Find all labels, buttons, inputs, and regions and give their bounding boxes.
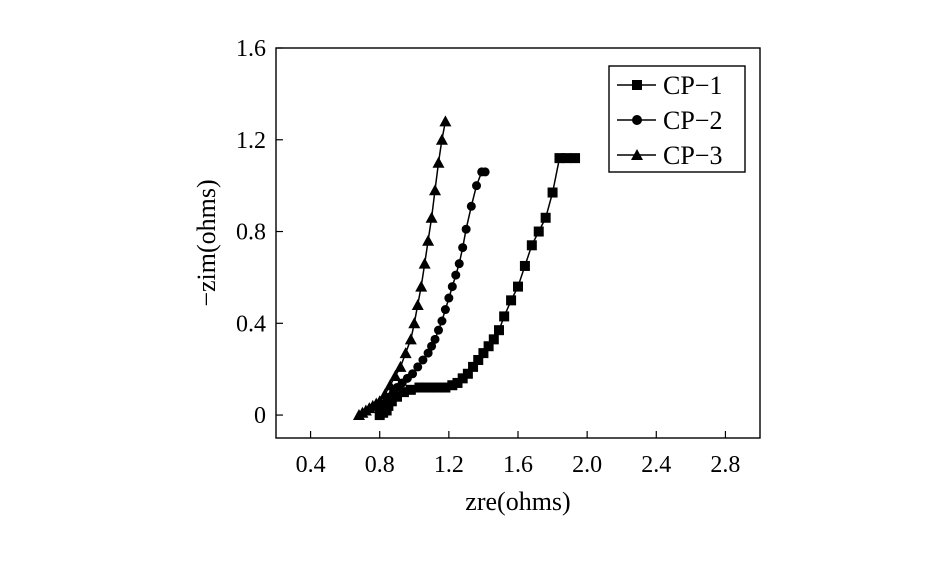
data-point-square (506, 295, 517, 306)
data-point-circle (440, 305, 450, 315)
data-point-square (483, 341, 494, 352)
y-tick-label: 0.4 (236, 311, 266, 337)
data-point-square (386, 396, 397, 407)
data-point-triangle (418, 257, 431, 269)
series-layer (352, 115, 581, 421)
data-point-square (561, 153, 572, 164)
legend-marker-cp1 (632, 80, 642, 90)
data-point-square (457, 373, 468, 384)
data-point-triangle (425, 211, 438, 223)
data-point-circle (447, 282, 457, 292)
data-point-square (513, 281, 523, 292)
data-point-square (478, 348, 489, 359)
data-point-circle (454, 259, 464, 269)
data-point-triangle (404, 333, 417, 345)
y-tick-label: 0 (254, 403, 266, 429)
data-point-square (447, 380, 458, 391)
legend-marker-cp2 (632, 115, 642, 125)
y-tick-label: 1.2 (236, 128, 266, 154)
data-point-square (570, 153, 581, 164)
data-point-circle (408, 369, 418, 379)
data-point-triangle (394, 360, 407, 372)
data-point-circle (472, 181, 482, 191)
data-point-circle (451, 270, 461, 280)
data-point-triangle (415, 280, 428, 292)
data-point-square (392, 391, 402, 402)
data-point-circle (480, 167, 490, 177)
data-point-circle (413, 362, 423, 372)
x-axis-ticks: 0.4 0.8 1.2 1.6 2.0 2.4 2.8 (296, 431, 740, 478)
x-axis-title: zre(ohms) (465, 487, 570, 516)
data-point-triangle (422, 234, 435, 246)
data-point-square (554, 153, 565, 164)
legend-label-cp2: CP−2 (663, 106, 722, 135)
y-tick-label: 1.6 (236, 36, 266, 62)
data-point-circle (437, 316, 447, 326)
data-point-square (405, 384, 416, 395)
data-point-triangle (389, 370, 402, 382)
x-tick-label: 1.2 (434, 452, 464, 478)
data-point-triangle (384, 379, 397, 391)
series-cp3 (352, 115, 452, 421)
x-tick-label: 0.8 (365, 452, 395, 478)
data-point-triangle (408, 317, 421, 329)
data-point-circle (430, 334, 440, 344)
x-tick-label: 2.4 (641, 452, 671, 478)
x-tick-label: 0.4 (296, 452, 326, 478)
data-point-circle (466, 201, 476, 211)
data-point-triangle (435, 133, 448, 145)
data-point-square (468, 361, 479, 372)
data-point-circle (433, 325, 443, 335)
data-point-square (547, 187, 558, 198)
y-axis-ticks: 0 0.4 0.8 1.2 1.6 (236, 36, 283, 429)
data-point-square (526, 240, 537, 251)
data-point-circle (418, 355, 428, 365)
data-point-square (452, 377, 463, 388)
data-point-square (473, 355, 484, 365)
data-point-circle (423, 348, 433, 358)
data-point-circle (461, 224, 471, 234)
data-point-circle (458, 243, 468, 253)
legend-marker-cp3 (631, 149, 643, 160)
y-tick-label: 0.8 (236, 220, 266, 246)
data-point-square (540, 212, 551, 223)
data-point-triangle (432, 156, 445, 168)
data-point-square (488, 334, 499, 345)
data-point-circle (427, 341, 437, 351)
x-tick-label: 1.6 (503, 452, 533, 478)
data-point-triangle (411, 298, 424, 310)
data-point-square (440, 382, 451, 393)
data-point-triangle (373, 395, 386, 407)
x-tick-label: 2.0 (572, 452, 602, 478)
data-point-square (398, 387, 409, 398)
data-point-square (519, 260, 530, 271)
data-point-square (533, 226, 544, 237)
data-point-circle (444, 293, 454, 303)
data-point-square (414, 382, 425, 393)
y-axis-title: −zim(ohms) (192, 179, 221, 306)
data-point-square (431, 382, 442, 393)
legend-label-cp1: CP−1 (663, 71, 722, 100)
data-point-square (493, 325, 504, 336)
data-point-triangle (429, 184, 442, 196)
legend-label-cp3: CP−3 (663, 141, 722, 170)
x-tick-label: 2.8 (710, 452, 740, 478)
data-point-triangle (439, 115, 452, 127)
data-point-triangle (378, 388, 391, 400)
data-point-square (462, 368, 473, 379)
data-point-square (499, 311, 510, 322)
data-point-triangle (399, 347, 412, 359)
legend: CP−1 CP−2 CP−3 (608, 65, 746, 173)
data-point-square (423, 382, 434, 393)
